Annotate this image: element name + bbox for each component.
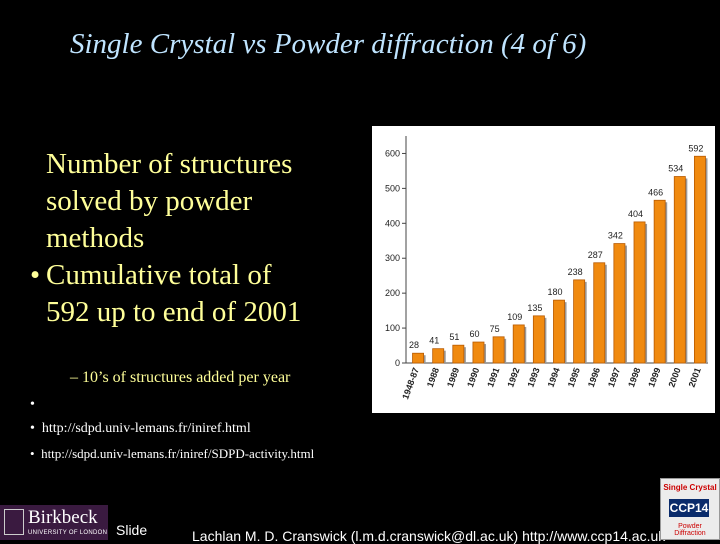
data-label: 404 [628,209,643,219]
x-tick-label: 1991 [485,366,501,388]
bullet-dot: • [30,446,35,461]
slide-title: Single Crystal vs Powder diffraction (4 … [70,28,587,60]
bullet-1-line-2: solved by powder [46,185,253,217]
data-label: 60 [469,329,479,339]
bar [673,176,686,364]
bar [452,344,465,364]
data-label: 28 [409,340,419,350]
crest-icon [4,509,24,535]
data-label: 75 [490,324,500,334]
x-tick-label: 1998 [626,366,642,388]
data-label: 180 [547,287,562,297]
bar [613,243,626,364]
bar [512,324,525,364]
x-tick-label: 1989 [445,366,461,388]
data-label: 238 [568,267,583,277]
bar [633,221,646,364]
link-bullet-empty: • [30,397,35,413]
x-tick-label: 1999 [646,366,662,388]
ccp14-logo: Single Crystal CCP14 Powder Diffraction [660,478,720,540]
x-tick-label: 2000 [666,366,682,388]
y-tick-label: 400 [385,218,400,228]
bullet-list: Number of structures solved by powder me… [30,146,360,331]
chart-svg: 0 100 200 300 400 500 600 28 1948-87 41 1988 51 1989… [385,136,708,401]
bullet-dot: • [30,421,35,436]
bar [532,315,545,364]
bar [432,348,445,364]
logo-bottom-text: Powder Diffraction [674,523,706,537]
link-sdpd-activity[interactable]: http://sdpd.univ-lemans.fr/iniref/SDPD-a… [41,446,315,461]
bullet-1-line-3: methods [46,222,145,254]
x-tick-label: 1990 [465,366,481,388]
y-tick-label: 500 [385,183,400,193]
sub-bullet: – 10’s of structures added per year [70,369,291,386]
x-tick-label: 1995 [566,366,582,388]
y-tick-label: 0 [395,358,400,368]
bar [593,262,606,364]
logo-name: Birkbeck [28,507,98,528]
data-label: 41 [429,336,439,346]
bar [573,279,586,364]
x-tick-label: 1993 [525,366,541,388]
y-tick-label: 300 [385,253,400,263]
bar [472,341,485,364]
bullet-1-line-1: Number of structures [46,148,293,180]
y-tick-label: 600 [385,148,400,158]
link-bullet-activity: • http://sdpd.univ-lemans.fr/iniref/SDPD… [30,446,314,462]
x-tick-label: 2001 [687,366,703,388]
x-tick-label: 1948-87 [400,366,421,400]
bar [693,155,706,364]
bullet-2: • Cumulative total of 592 up to end of 20… [30,257,360,331]
bullet-dot: • [30,259,41,291]
bullet-2-line-1: Cumulative total of [46,259,272,291]
link-bullet-iniref: • http://sdpd.univ-lemans.fr/iniref.html [30,421,251,437]
link-iniref[interactable]: http://sdpd.univ-lemans.fr/iniref.html [41,421,251,436]
logo-subtitle: UNIVERSITY OF LONDON [28,530,108,536]
slide-label: Slide [116,522,148,538]
bar [492,336,505,364]
logo-mid-text: CCP14 [669,499,709,517]
x-tick-label: 1997 [606,366,622,388]
logo-top-text: Single Crystal [663,483,717,492]
data-label: 109 [507,312,522,322]
x-tick-label: 1988 [425,366,441,388]
bar [653,199,666,364]
data-label: 534 [668,164,683,174]
data-label: 51 [449,332,459,342]
data-label: 135 [527,303,542,313]
bar [412,352,425,364]
x-tick-label: 1994 [546,366,562,388]
bullet-2-line-2: 592 up to end of 2001 [46,296,302,328]
data-label: 466 [648,187,663,197]
data-label: 287 [588,250,603,260]
structures-bar-chart: 0 100 200 300 400 500 600 28 1948-87 41 1988 51 1989… [372,126,715,413]
bullet-dot: • [30,397,35,412]
y-tick-label: 200 [385,288,400,298]
x-tick-label: 1992 [505,366,521,388]
data-label: 592 [688,143,703,153]
birkbeck-logo: Birkbeck UNIVERSITY OF LONDON [0,505,108,540]
data-label: 342 [608,231,623,241]
bullet-1: Number of structures solved by powder me… [30,146,360,257]
y-tick-label: 100 [385,323,400,333]
bar [553,299,565,364]
x-tick-label: 1996 [586,366,602,388]
footer-text: Lachlan M. D. Cranswick (l.m.d.cranswick… [192,528,666,544]
